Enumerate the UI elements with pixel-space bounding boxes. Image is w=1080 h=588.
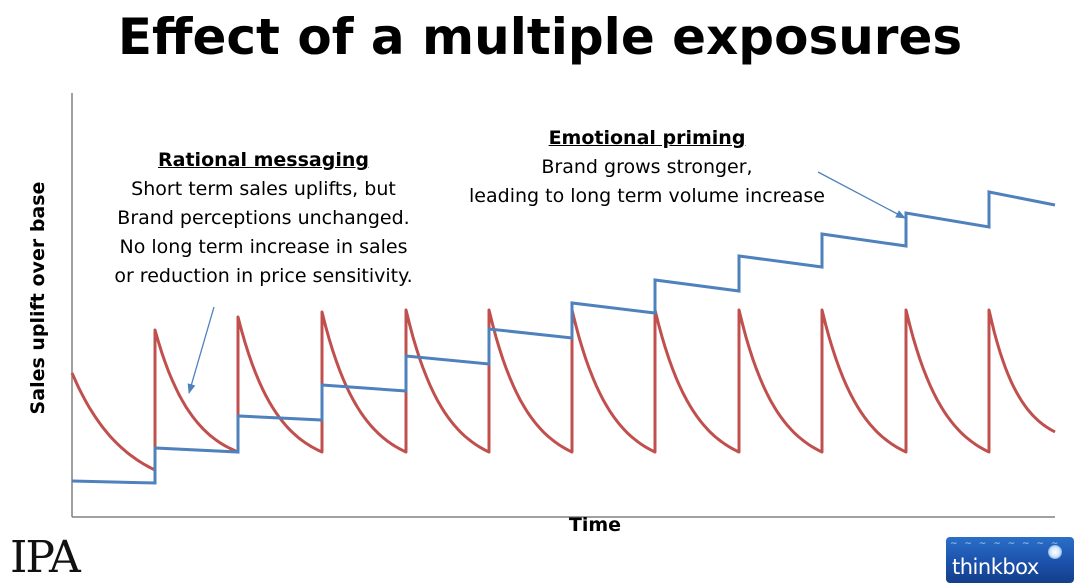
emotional-line: leading to long term volume increase [469,185,825,207]
emotional-sales-line [71,190,1056,485]
emotional-heading: Emotional priming [548,127,746,149]
emotional-series [71,190,1056,485]
thinkbox-logo-text: thinkbox [952,555,1039,579]
rational-line: No long term increase in sales [119,236,408,258]
x-axis-label: Time [568,514,622,536]
y-axis-label: Sales uplift over base [27,181,49,415]
thinkbox-dots-icon: ~ ~ ~ ~ ~ ~ ~ ~ [950,539,1061,549]
rational-series [70,308,1056,472]
rational-line: or reduction in price sensitivity. [114,265,413,287]
ipa-logo: IPA [10,532,81,583]
rational-callout-arrow [187,306,215,394]
rational-line: Short term sales uplifts, but [131,178,396,200]
rational-sales-line [70,308,1056,472]
arrows [187,171,906,394]
rational-line: Brand perceptions unchanged. [117,207,410,229]
axes [71,93,1055,518]
emotional-line: Brand grows stronger, [541,156,753,178]
thinkbox-logo: ~ ~ ~ ~ ~ ~ ~ ~ thinkbox [946,537,1074,583]
emotional-callout-arrow [817,171,906,219]
page-title: Effect of a multiple exposures [117,8,963,66]
thinkbox-glow-icon [1048,545,1062,559]
rational-annotation: Rational messaging Short term sales upli… [96,146,431,291]
emotional-annotation: Emotional priming Brand grows stronger, … [452,124,842,211]
rational-heading: Rational messaging [158,149,369,171]
